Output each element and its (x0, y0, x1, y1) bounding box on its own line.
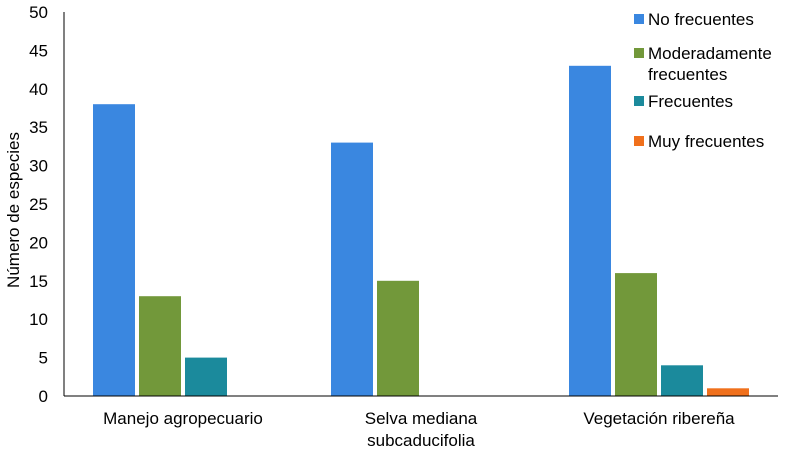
bar-moderadamente-frecuentes-1 (377, 280, 419, 396)
legend-swatch (634, 96, 644, 106)
y-axis-title-group: Número de especies (4, 132, 23, 288)
legend-item: Frecuentes (634, 92, 733, 111)
legend: No frecuentes Moderadamente frecuentes Frec… (634, 10, 772, 151)
legend-label: No frecuentes (648, 10, 754, 29)
bar-muy-frecuentes-2 (707, 388, 749, 396)
legend-label: frecuentes (648, 65, 727, 84)
y-tick-label: 15 (29, 272, 48, 291)
x-axis-labels: Manejo agropecuario Selva mediana subcaduc… (103, 409, 735, 450)
y-tick-label: 10 (29, 310, 48, 329)
y-tick-label: 5 (39, 349, 48, 368)
x-tick-label: Selva mediana (365, 409, 478, 428)
legend-swatch (634, 136, 644, 146)
bar-moderadamente-frecuentes-2 (615, 273, 657, 396)
x-tick-label: Manejo agropecuario (103, 409, 263, 428)
legend-swatch (634, 14, 644, 24)
y-tick-label: 25 (29, 195, 48, 214)
legend-label: Moderadamente (648, 44, 772, 63)
y-tick-label: 35 (29, 118, 48, 137)
legend-item: Moderadamente frecuentes (634, 44, 772, 84)
bar-no-frecuentes-2 (569, 65, 611, 397)
legend-item: No frecuentes (634, 10, 754, 29)
y-axis-ticks: 0 5 10 15 20 25 30 35 40 45 50 (29, 3, 48, 406)
y-tick-label: 40 (29, 80, 48, 99)
y-tick-label: 50 (29, 3, 48, 22)
legend-label: Muy frecuentes (648, 132, 764, 151)
bars (93, 65, 749, 397)
y-tick-label: 30 (29, 157, 48, 176)
bar-moderadamente-frecuentes-0 (139, 296, 181, 396)
legend-label: Frecuentes (648, 92, 733, 111)
y-tick-label: 20 (29, 233, 48, 252)
x-tick-label: subcaducifolia (367, 431, 475, 450)
bar-no-frecuentes-1 (331, 142, 373, 396)
bar-no-frecuentes-0 (93, 104, 135, 396)
bar-frecuentes-2 (661, 365, 703, 396)
y-axis-title: Número de especies (4, 132, 23, 288)
legend-item: Muy frecuentes (634, 132, 764, 151)
legend-swatch (634, 48, 644, 58)
y-tick-label: 0 (39, 387, 48, 406)
axes (63, 12, 778, 397)
x-tick-label: Vegetación ribereña (583, 409, 735, 428)
y-tick-label: 45 (29, 41, 48, 60)
bar-frecuentes-0 (185, 357, 227, 396)
